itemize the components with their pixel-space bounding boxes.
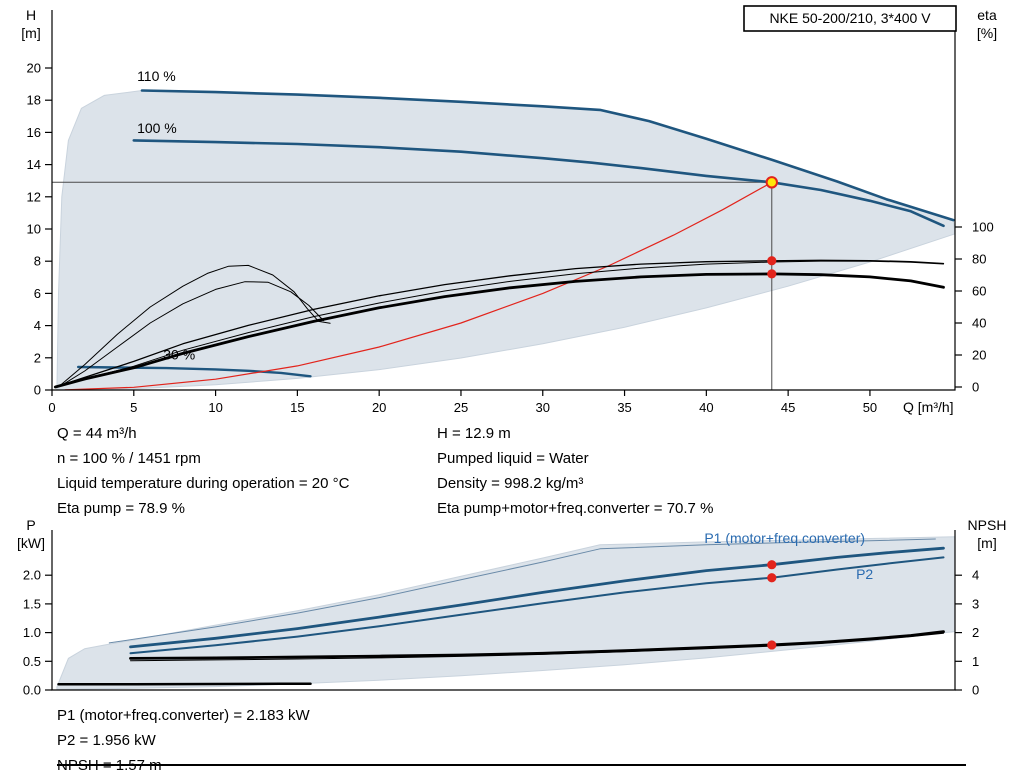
- y-left-tick-label: 0: [34, 383, 41, 398]
- x-tick-label: 30: [536, 400, 550, 415]
- operating-envelope: [56, 89, 956, 391]
- x-tick-label: 20: [372, 400, 386, 415]
- head-flow-chart: 110 %100 %30 %02468101214161820020406080…: [21, 5, 997, 415]
- npsh-curve: [129, 630, 945, 660]
- y-left-axis-title: [kW]: [17, 535, 45, 551]
- y-left-axis-title: [m]: [21, 25, 40, 41]
- x-tick-label: 5: [130, 400, 137, 415]
- y-left-tick-label: 20: [27, 61, 41, 76]
- chart-title-box: [743, 5, 957, 32]
- power-npsh-chart: 0.0 0.5 1.0 1.5 2.0 0 1 2 3 4 P [kW] NPSH [m] P1 (moto…: [17, 517, 1007, 698]
- npsh-2-curve: [130, 632, 944, 662]
- x-tick-label: 50: [863, 400, 877, 415]
- y-right-tick-label: 0: [972, 380, 979, 395]
- speed-100-curve: [132, 139, 945, 228]
- x-tick-label: 45: [781, 400, 795, 415]
- x-tick-label: 10: [208, 400, 222, 415]
- speed-100-label: 100 %: [137, 120, 177, 136]
- y-right-axis-title: [%]: [977, 25, 997, 41]
- speed-110-label: 110 %: [137, 68, 176, 84]
- chart-title: NKE 50-200/210, 3*400 V: [769, 10, 931, 26]
- y-left-tick-label: 0.0: [23, 683, 41, 698]
- y-right-tick-label: 100: [972, 220, 994, 235]
- info-line-p2: P2 = 1.956 kW: [57, 732, 156, 749]
- x-tick-label: 40: [699, 400, 713, 415]
- y-left-tick-label: 1.0: [23, 625, 41, 640]
- eta-total-curve: [53, 272, 945, 389]
- info-line-density: Density = 998.2 kg/m³: [437, 475, 584, 492]
- y-left-tick-label: 16: [27, 125, 41, 140]
- y-left-tick-label: 1.5: [23, 596, 41, 611]
- p-30-curve: [57, 682, 312, 686]
- series-label: P2: [856, 566, 873, 582]
- y-left-tick-label: 2: [34, 350, 41, 365]
- y-left-tick-label: 10: [27, 222, 41, 237]
- x-tick-label: 25: [454, 400, 468, 415]
- x-axis-title: Q [m³/h]: [903, 399, 954, 415]
- power-info: P1 (motor+freq.converter) = 2.183 kW P2 …: [57, 703, 310, 778]
- eta-reduced-speed-curve: [59, 264, 331, 386]
- duty-info-right: H = 12.9 m Pumped liquid = Water Density…: [437, 421, 713, 521]
- y-left-tick-label: 0.5: [23, 654, 41, 669]
- y-right-tick-label: 20: [972, 348, 986, 363]
- duty-info-left: Q = 44 m³/h n = 100 % / 1451 rpm Liquid …: [57, 421, 349, 521]
- y-right-axis-title: NPSH: [968, 517, 1007, 533]
- speed-30-curve: [77, 365, 312, 378]
- p1-point: [767, 560, 777, 570]
- y-right-axis-title: [m]: [977, 535, 996, 551]
- info-line-eta-pump: Eta pump = 78.9 %: [57, 500, 185, 517]
- duty-point-marker: [765, 176, 778, 189]
- y-right-tick-label: 60: [972, 284, 986, 299]
- footer-divider: [57, 764, 966, 766]
- y-right-tick-label: 0: [972, 683, 979, 698]
- eta-pump-curve: [54, 259, 945, 388]
- y-right-tick-label: 3: [972, 596, 979, 611]
- series-label: P1 (motor+freq.converter): [704, 530, 865, 546]
- y-left-tick-label: 12: [27, 189, 41, 204]
- plot-frame: [51, 10, 956, 391]
- y-left-tick-label: 14: [27, 157, 41, 172]
- x-tick-label: 15: [290, 400, 304, 415]
- info-line-p1: P1 (motor+freq.converter) = 2.183 kW: [57, 707, 310, 724]
- y-right-tick-label: 40: [972, 316, 986, 331]
- y-right-tick-label: 2: [972, 625, 979, 640]
- p2-point: [767, 573, 777, 583]
- info-line-eta-total: Eta pump+motor+freq.converter = 70.7 %: [437, 500, 714, 517]
- info-line-head: H = 12.9 m: [437, 425, 511, 442]
- y-left-tick-label: 4: [34, 318, 41, 333]
- x-tick-label: 35: [617, 400, 631, 415]
- y-right-tick-label: 80: [972, 252, 986, 267]
- p1-curve: [129, 546, 945, 649]
- y-left-axis-title: H: [26, 7, 36, 23]
- plot-frame: [51, 530, 956, 691]
- info-line-temperature: Liquid temperature during operation = 20…: [57, 475, 350, 492]
- eta-total-point: [767, 269, 777, 279]
- y-left-axis-title: P: [26, 517, 35, 533]
- y-right-axis-title: eta: [977, 7, 997, 23]
- system-curve-curve: [64, 181, 773, 391]
- y-left-tick-label: 6: [34, 286, 41, 301]
- y-right-tick-label: 4: [972, 568, 979, 583]
- eta-pump-point: [767, 256, 777, 266]
- eta-reduced-speed-2-curve: [59, 281, 325, 387]
- info-line-speed: n = 100 % / 1451 rpm: [57, 450, 201, 467]
- y-left-tick-label: 18: [27, 93, 41, 108]
- x-tick-label: 0: [48, 400, 55, 415]
- y-left-tick-label: 2.0: [23, 568, 41, 583]
- y-left-tick-label: 8: [34, 254, 41, 269]
- info-line-liquid: Pumped liquid = Water: [437, 450, 589, 467]
- speed-110-curve: [140, 89, 955, 222]
- info-line-q: Q = 44 m³/h: [57, 425, 137, 442]
- y-right-tick-label: 1: [972, 654, 979, 669]
- p2-curve: [129, 556, 945, 655]
- p1-110-curve: [108, 538, 936, 644]
- npsh-point: [767, 640, 777, 650]
- eta-pump-2-curve: [54, 260, 944, 388]
